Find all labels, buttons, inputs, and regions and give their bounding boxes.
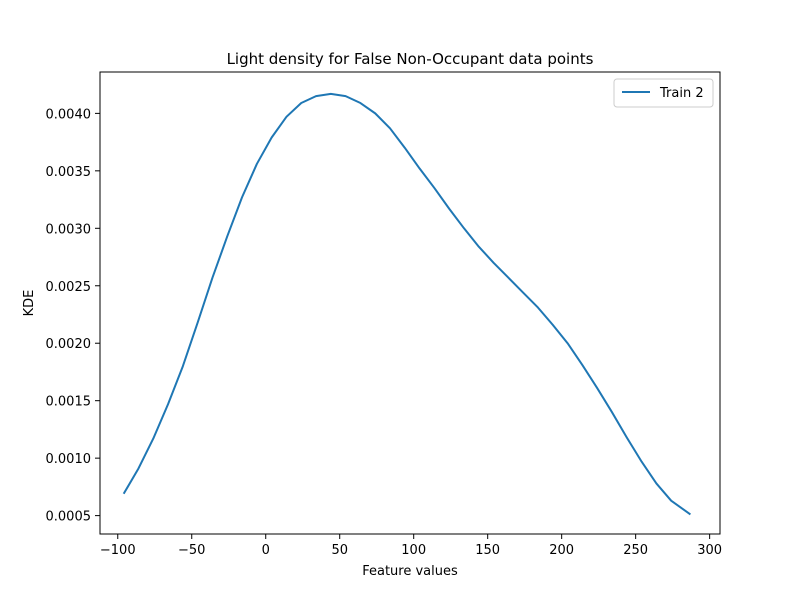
x-tick-label: −100	[100, 543, 136, 558]
x-tick-label: 0	[262, 543, 270, 558]
y-tick-label: 0.0040	[46, 107, 92, 122]
x-axis: −100 −50 0 50 100 150 200 250 300	[100, 534, 722, 558]
x-tick-label: 100	[401, 543, 426, 558]
y-tick-label: 0.0030	[46, 222, 92, 237]
y-axis-label: KDE	[22, 290, 37, 317]
y-tick-label: 0.0020	[46, 337, 92, 352]
y-axis: 0.0005 0.0010 0.0015 0.0020 0.0025 0.0030 0.00…	[46, 107, 100, 525]
x-tick-label: 250	[623, 543, 648, 558]
y-tick-label: 0.0035	[46, 165, 92, 180]
y-tick-label: 0.0015	[46, 395, 92, 410]
legend: Train 2	[613, 78, 714, 108]
series-line-0	[122, 92, 691, 516]
y-tick-label: 0.0025	[46, 280, 92, 295]
x-axis-label: Feature values	[362, 564, 458, 579]
legend-label-train-2: Train 2	[659, 86, 704, 101]
x-tick-label: 150	[475, 543, 500, 558]
x-tick-label: −50	[178, 543, 205, 558]
x-tick-label: 300	[697, 543, 722, 558]
chart-title: Light density for False Non-Occupant dat…	[227, 50, 594, 68]
plot-frame	[99, 71, 721, 535]
y-tick-label: 0.0005	[46, 510, 92, 525]
legend-box	[613, 78, 714, 108]
y-tick-label: 0.0010	[46, 452, 92, 467]
x-tick-label: 200	[549, 543, 574, 558]
x-tick-label: 50	[331, 543, 348, 558]
plot-area	[122, 92, 691, 516]
